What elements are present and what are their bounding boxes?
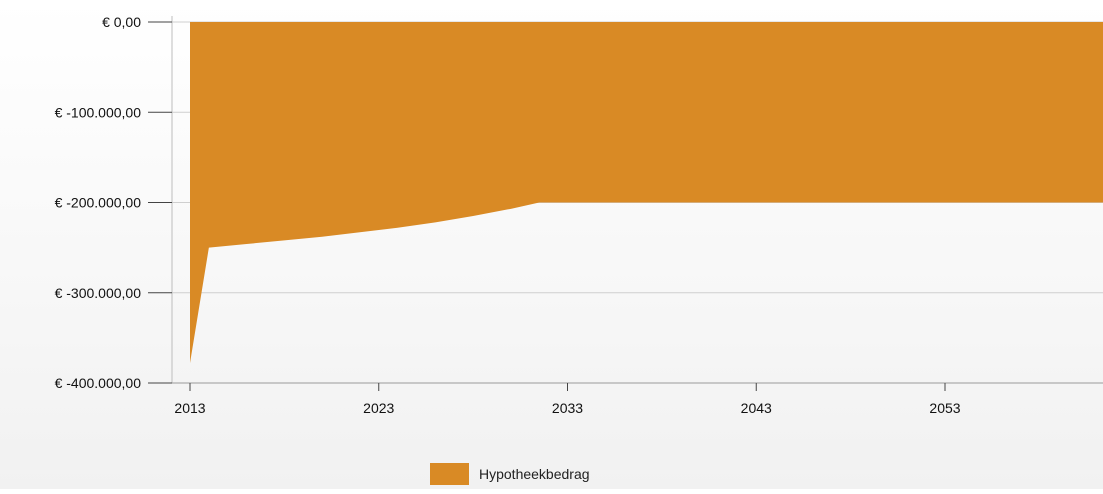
- y-axis-ticks: € 0,00 € -100.000,00 € -200.000,00 € -300.0…: [55, 14, 172, 391]
- y-tick-label: € -200.000,00: [55, 195, 142, 211]
- area-hypotheekbedrag: [190, 22, 1103, 364]
- x-axis-ticks: 2013 2023 2033 2043 2053: [174, 383, 961, 416]
- x-tick-label: 2023: [363, 400, 394, 416]
- y-tick-label: € -400.000,00: [55, 375, 142, 391]
- y-tick-label: € -300.000,00: [55, 285, 142, 301]
- legend-swatch: [430, 463, 469, 485]
- axes: [171, 16, 1103, 384]
- x-tick-label: 2053: [929, 400, 960, 416]
- y-tick-label: € -100.000,00: [55, 104, 142, 120]
- y-tick-label: € 0,00: [102, 14, 141, 30]
- legend: Hypotheekbedrag: [430, 462, 590, 486]
- x-tick-label: 2013: [174, 400, 205, 416]
- x-tick-label: 2043: [741, 400, 772, 416]
- series-area: [190, 22, 1103, 364]
- legend-label: Hypotheekbedrag: [479, 466, 590, 482]
- x-tick-label: 2033: [552, 400, 583, 416]
